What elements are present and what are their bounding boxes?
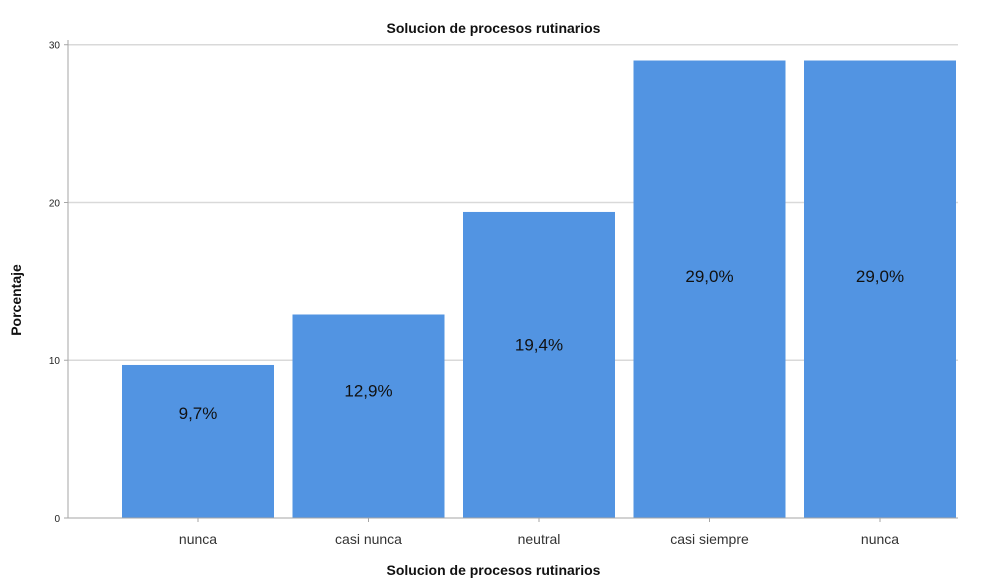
x-tick-label: casi siempre: [670, 531, 749, 547]
bar-5: [804, 60, 956, 519]
bar-1: [122, 364, 274, 518]
x-tick-label: nunca: [179, 531, 217, 547]
bar-3: [463, 211, 615, 518]
data-label: 29,0%: [856, 267, 904, 286]
axes: 0 10 20 30 nunca casi nunca neutral casi siempr…: [49, 40, 958, 547]
y-tick-label: 10: [49, 356, 61, 367]
y-tick-label: 20: [49, 198, 61, 209]
data-label: 19,4%: [515, 335, 563, 354]
bar-4: [633, 60, 786, 519]
bar-2: [292, 314, 445, 518]
data-label: 9,7%: [179, 404, 218, 423]
x-tick-label: casi nunca: [335, 531, 402, 547]
data-label: 12,9%: [344, 381, 392, 400]
data-label: 29,0%: [685, 267, 733, 286]
bars: [122, 60, 956, 519]
y-tick-label: 0: [54, 514, 60, 525]
y-tick-label: 30: [49, 41, 61, 52]
x-axis-label: Solucion de procesos rutinarios: [386, 562, 601, 578]
x-tick-label: neutral: [518, 531, 561, 547]
x-tick-label: nunca: [861, 531, 899, 547]
data-labels: 9,7% 12,9% 19,4% 29,0% 29,0%: [179, 267, 904, 423]
chart-title: Solucion de procesos rutinarios: [386, 20, 601, 36]
